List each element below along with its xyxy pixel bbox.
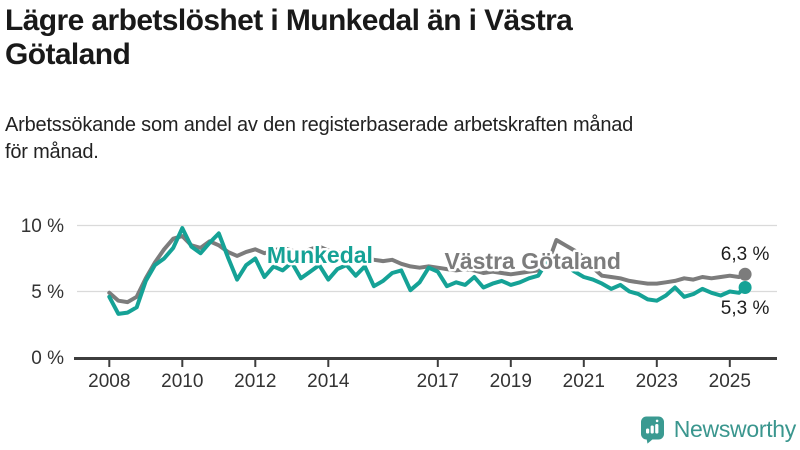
newsworthy-logo-icon [640,416,664,444]
y-axis-label-5: 5 % [31,282,64,303]
series-end-value-västra-götaland: 6,3 % [721,244,770,265]
x-axis-label-2023: 2023 [636,371,678,392]
x-axis-label-2010: 2010 [161,371,203,392]
chart-subtitle: Arbetssökande som andel av den registerb… [5,112,785,166]
series-label-munkedal: Munkedal [267,242,373,268]
series-label-västra-götaland: Västra Götaland [445,248,621,274]
x-axis-label-2012: 2012 [234,371,276,392]
series-line-munkedal [107,226,748,316]
series-end-dot-västra-götaland [738,267,752,281]
y-axis-label-10: 10 % [21,216,64,237]
newsworthy-brand-name: Newsworthy [673,416,797,442]
y-axis-label-0: 0 % [31,348,64,369]
chart-title: Lägre arbetslöshet i Munkedal än i Västr… [5,4,765,72]
newsworthy-brand-link[interactable]: Newsworthy [640,415,796,444]
x-axis-label-2008: 2008 [88,371,130,392]
chart-title-line-1: Lägre arbetslöshet i Munkedal än i Västr… [5,4,573,37]
x-axis-label-2017: 2017 [417,371,459,392]
series-end-dot-munkedal [738,281,752,294]
chart-subtitle-line-2: för månad. [5,141,99,163]
x-axis-label-2021: 2021 [563,371,605,392]
chart-subtitle-line-1: Arbetssökande som andel av den registerb… [5,114,634,136]
x-axis-label-2025: 2025 [709,371,751,392]
series-end-value-munkedal: 5,3 % [721,298,770,319]
x-axis-label-2019: 2019 [490,371,532,392]
chart-title-line-2: Götaland [5,38,131,71]
x-axis-label-2014: 2014 [307,371,350,392]
